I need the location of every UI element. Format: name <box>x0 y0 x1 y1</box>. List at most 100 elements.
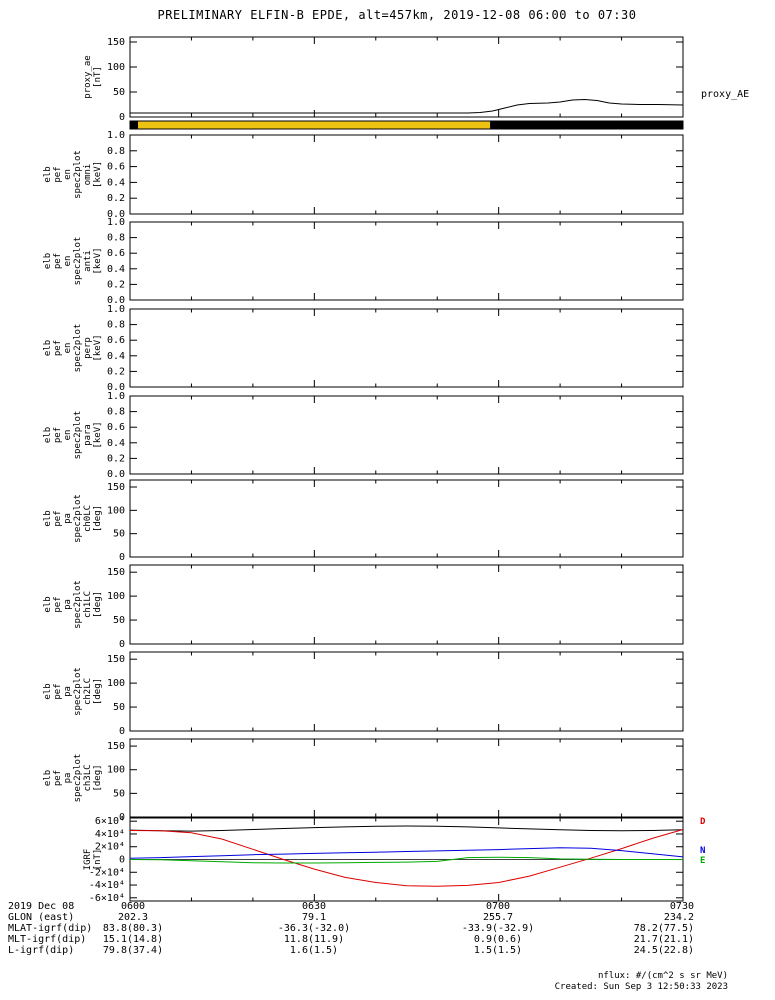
footer-value: -36.3(-32.0) <box>277 923 351 934</box>
series-line-B <box>129 825 684 832</box>
y-tick-label: 100 <box>107 505 125 516</box>
y-tick-label: 0.2 <box>107 366 125 377</box>
panel-box-en-para <box>129 395 684 475</box>
y-tick-label: 1.0 <box>107 304 125 315</box>
y-tick-label: 150 <box>107 654 125 665</box>
footer-value: -33.9(-32.9) <box>461 923 535 934</box>
created-footnote: Created: Sun Sep 3 12:50:33 2023 <box>554 982 728 992</box>
footer-value: 79.1 <box>301 912 327 923</box>
y-axis-label: [deg] <box>93 591 103 618</box>
y-axis-label: spec2plot <box>73 237 83 286</box>
series-line-E <box>129 856 683 864</box>
y-tick-label: 0.0 <box>107 209 125 220</box>
panel-box-en-omni <box>129 134 684 215</box>
y-axis-label: ch3LC <box>83 764 93 791</box>
y-tick-label: 150 <box>107 741 125 752</box>
y-axis-label: spec2plot <box>73 324 83 373</box>
y-axis-label: pef <box>53 683 63 699</box>
y-tick-label: 0.6 <box>107 335 125 346</box>
y-tick-label: 1.0 <box>107 130 125 141</box>
y-tick-label: 100 <box>107 765 125 776</box>
footer-value: 1.6(1.5) <box>289 945 339 956</box>
y-axis-label: pa <box>63 513 73 524</box>
y-tick-label: 50 <box>113 615 125 626</box>
y-tick-label: 50 <box>113 788 125 799</box>
footer-value: 24.5(22.8) <box>633 945 694 956</box>
y-axis-label: spec2plot <box>73 494 83 543</box>
panel-box-pa-ch2LC <box>129 651 684 732</box>
survey-bar-segment <box>130 121 138 129</box>
series-line-N <box>129 847 684 859</box>
y-axis-label: en <box>63 343 73 354</box>
y-tick-label: 100 <box>107 678 125 689</box>
y-axis-label: en <box>63 256 73 267</box>
y-tick-label: 1.0 <box>107 391 125 402</box>
plot-title: PRELIMINARY ELFIN-B EPDE, alt=457km, 201… <box>157 8 637 22</box>
y-tick-label: 0 <box>119 812 125 823</box>
footer-value: 11.8(11.9) <box>283 934 345 945</box>
y-axis-label: pef <box>53 427 63 443</box>
y-axis-label: para <box>83 424 93 446</box>
y-axis-label: [deg] <box>93 505 103 532</box>
y-axis-label: spec2plot <box>73 754 83 803</box>
panel-box-proxy_ae <box>129 36 684 118</box>
panel-box-en-anti <box>129 221 684 301</box>
y-tick-label: 0.8 <box>107 146 125 157</box>
y-tick-label: 4×10⁴ <box>95 829 125 840</box>
footer-row-label: GLON (east) <box>8 912 75 923</box>
y-axis-label: pa <box>63 686 73 697</box>
y-axis-label: en <box>63 430 73 441</box>
y-tick-label: 0 <box>119 726 125 737</box>
y-axis-label: elb <box>43 596 53 612</box>
y-axis-label: [keV] <box>93 334 103 361</box>
y-tick-label: -4×10⁴ <box>89 880 125 891</box>
y-tick-label: 0.0 <box>107 382 125 393</box>
y-tick-label: 2×10⁴ <box>95 842 125 853</box>
survey-bar-segment <box>490 121 683 129</box>
y-axis-label: [nT] <box>93 849 103 871</box>
y-tick-label: 100 <box>107 591 125 602</box>
y-axis-label: [keV] <box>93 247 103 274</box>
y-axis-label: pef <box>53 253 63 269</box>
y-tick-label: -6×10⁴ <box>89 893 125 904</box>
legend-label-E: E <box>700 856 705 866</box>
y-tick-label: 0 <box>119 639 125 650</box>
y-tick-label: 50 <box>113 529 125 540</box>
y-axis-label: omni <box>83 164 93 186</box>
y-tick-label: 0.2 <box>107 279 125 290</box>
footer-value: 1.5(1.5) <box>473 945 523 956</box>
y-axis-label: elb <box>43 340 53 356</box>
legend-label-D: D <box>700 817 706 827</box>
panel-box-pa-ch1LC <box>129 564 684 645</box>
panel-box-en-perp <box>129 308 684 388</box>
y-axis-label: pef <box>53 596 63 612</box>
y-axis-label: ch1LC <box>83 591 93 618</box>
y-axis-label: perp <box>83 337 93 359</box>
footer-value: 83.8(80.3) <box>102 923 164 934</box>
y-tick-label: -2×10⁴ <box>89 867 125 878</box>
panel-box-pa-ch3LC <box>129 738 684 818</box>
y-tick-label: 50 <box>113 87 125 98</box>
y-tick-label: 0 <box>119 112 125 123</box>
y-tick-label: 0.8 <box>107 233 125 244</box>
right-series-label: proxy_AE <box>701 89 749 100</box>
y-axis-label: en <box>63 169 73 180</box>
y-axis-label: ch2LC <box>83 678 93 705</box>
footer-value: 234.2 <box>663 912 694 923</box>
y-tick-label: 0.8 <box>107 320 125 331</box>
y-axis-label: pef <box>53 340 63 356</box>
y-tick-label: 0.0 <box>107 295 125 306</box>
footer-value: 255.7 <box>482 912 514 923</box>
y-tick-label: 0.4 <box>107 264 125 275</box>
y-axis-label: elb <box>43 683 53 699</box>
y-tick-label: 0.4 <box>107 177 125 188</box>
y-tick-label: 150 <box>107 37 125 48</box>
y-axis-label: spec2plot <box>73 411 83 460</box>
footer-value: 202.3 <box>117 912 149 923</box>
y-axis-label: [deg] <box>93 678 103 705</box>
y-tick-label: 50 <box>113 702 125 713</box>
y-axis-label: pef <box>53 770 63 786</box>
y-axis-label: elb <box>43 770 53 786</box>
